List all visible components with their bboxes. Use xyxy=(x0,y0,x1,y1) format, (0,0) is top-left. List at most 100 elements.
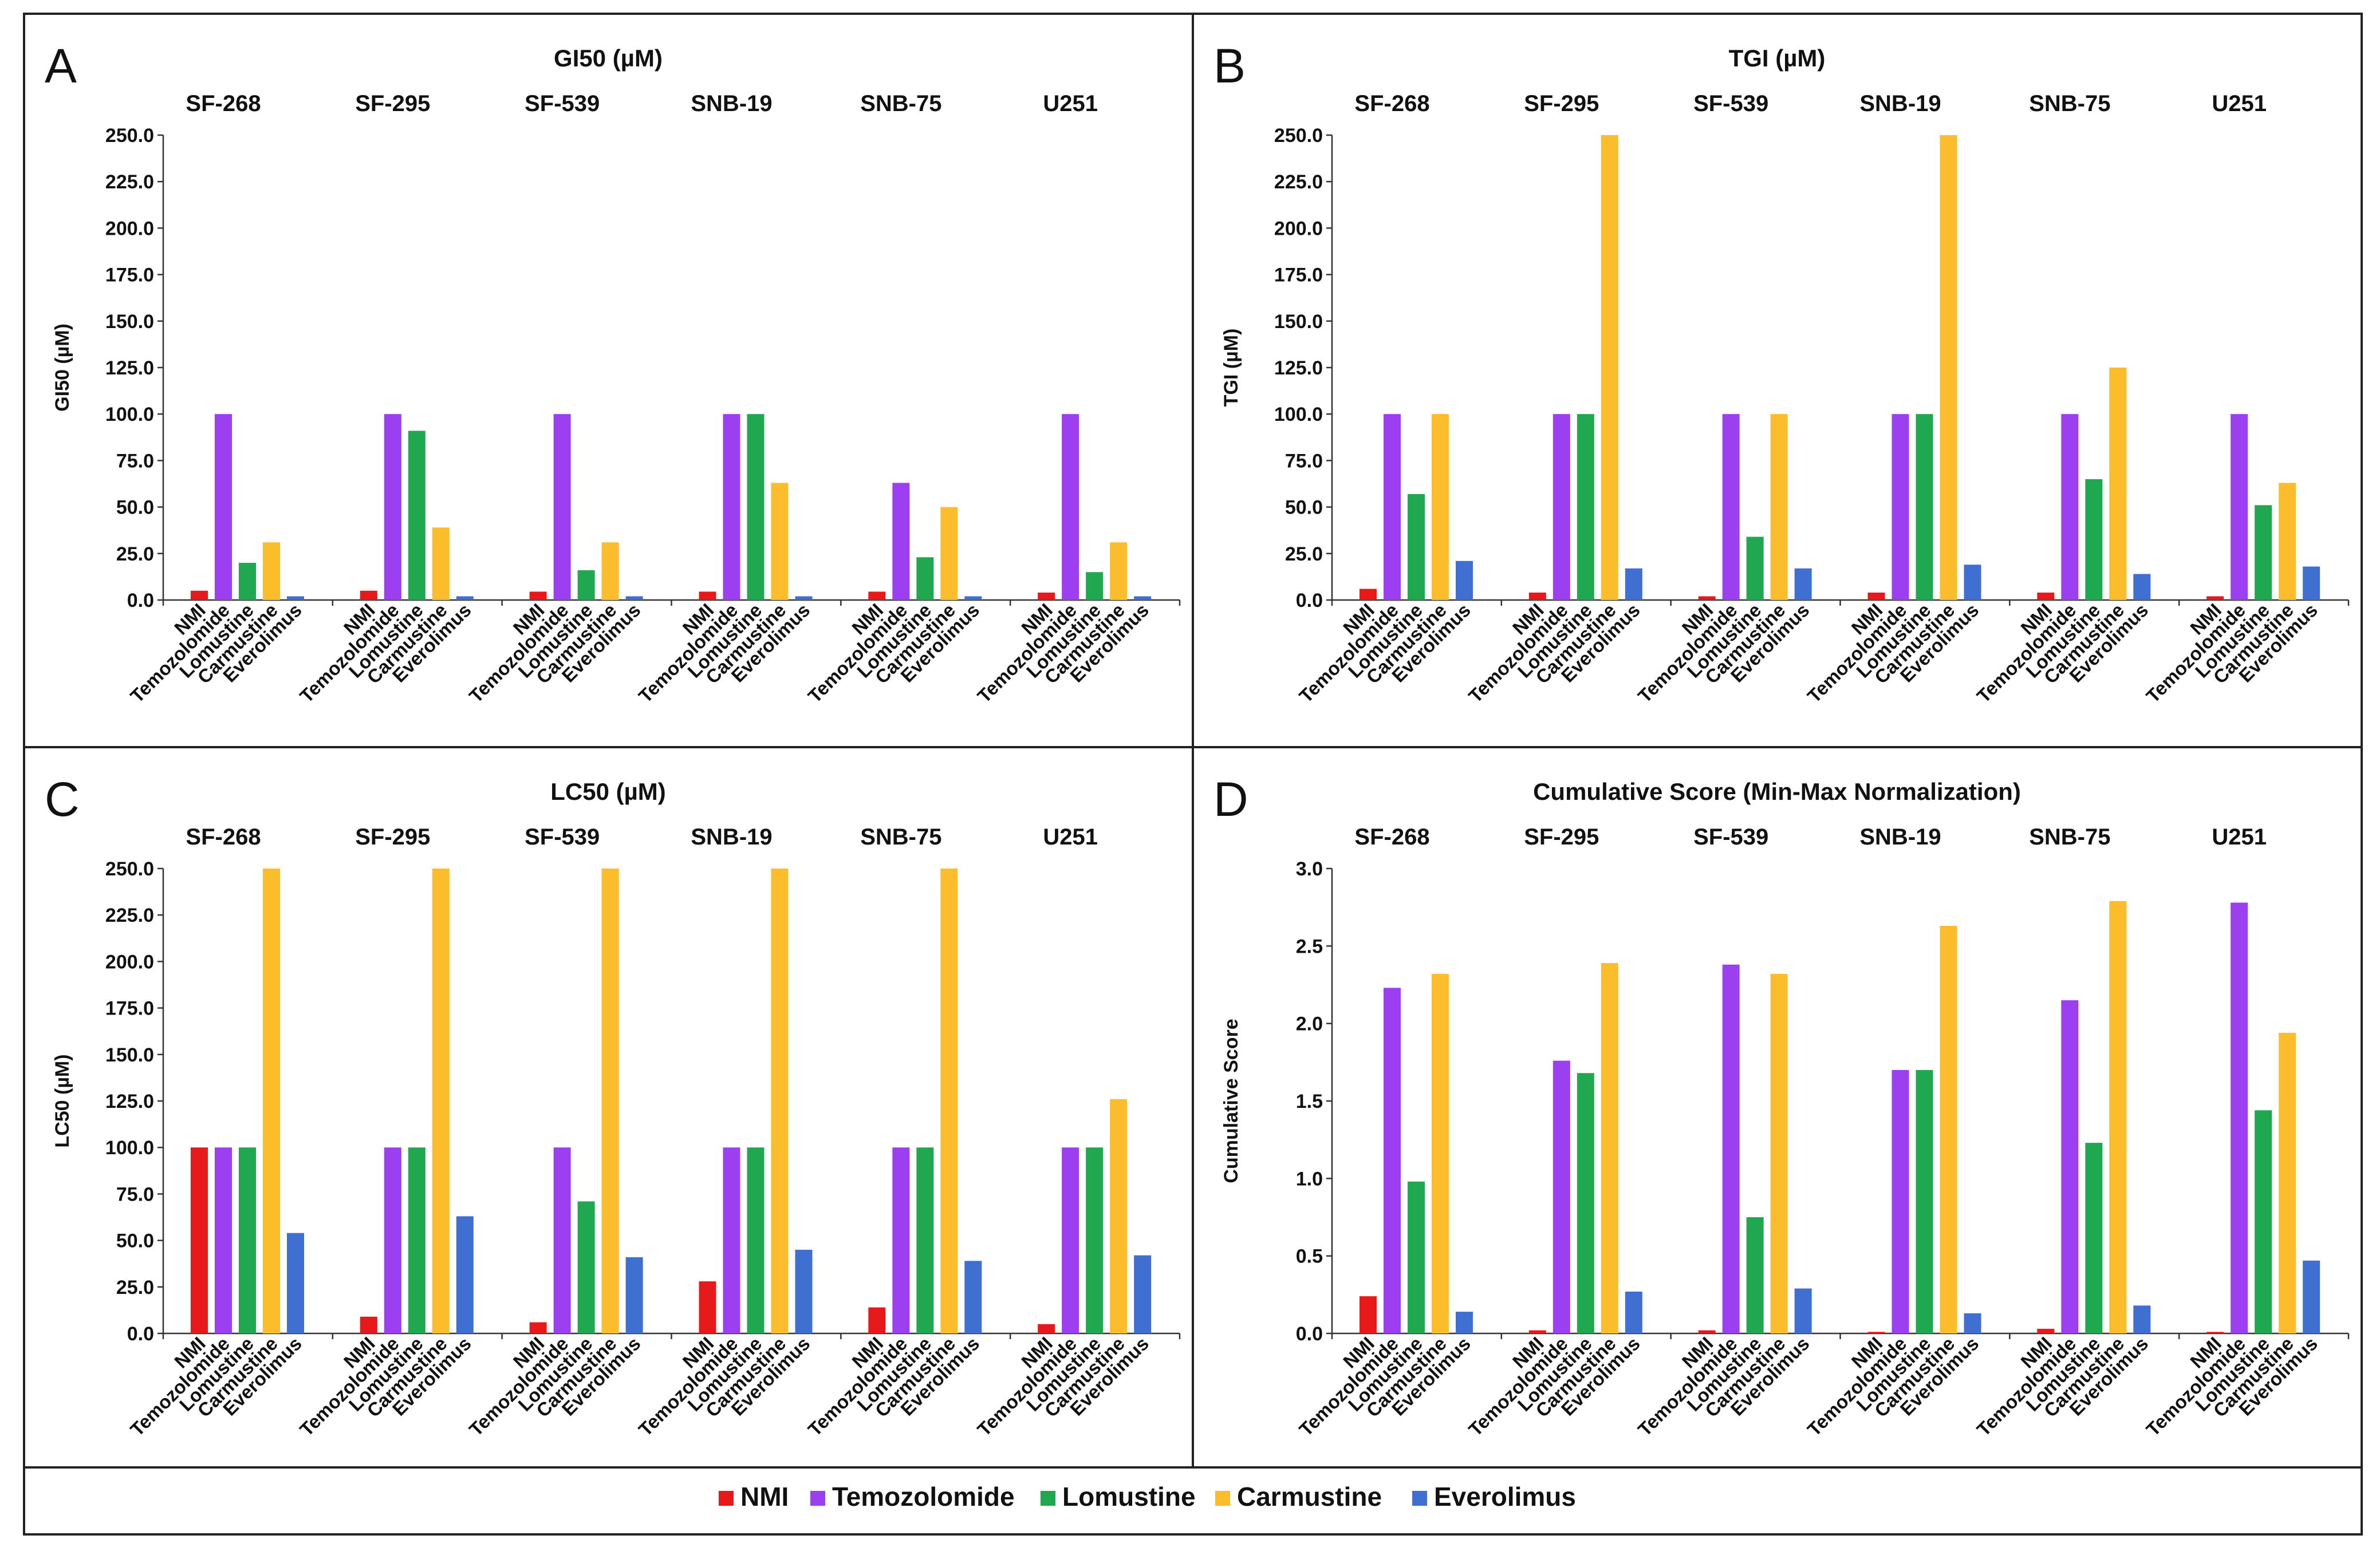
panel-title: Cumulative Score (Min-Max Normalization) xyxy=(1533,778,2021,805)
legend-swatch xyxy=(1041,1491,1055,1506)
cell-line-label: SNB-75 xyxy=(2029,91,2110,116)
bar-everolimus xyxy=(456,1216,474,1333)
y-tick-label: 2.5 xyxy=(1296,936,1323,957)
y-tick-label: 75.0 xyxy=(1285,450,1323,472)
legend-label: Temozolomide xyxy=(832,1482,1015,1511)
y-tick-label: 25.0 xyxy=(1285,543,1323,565)
cell-line-label: SF-539 xyxy=(525,824,600,850)
bar-temozolomide xyxy=(1892,1069,1909,1333)
bar-carmustine xyxy=(263,869,280,1333)
bar-nmi xyxy=(1038,1324,1055,1333)
cell-line-label: SF-268 xyxy=(186,91,261,116)
y-tick-label: 225.0 xyxy=(105,905,154,926)
bar-everolimus xyxy=(2303,566,2320,600)
y-tick-label: 150.0 xyxy=(105,1044,154,1066)
bar-nmi xyxy=(1698,596,1716,600)
legend: NMI Temozolomide Lomustine Carmustine Everol… xyxy=(719,1482,1576,1511)
bar-carmustine xyxy=(263,542,280,600)
legend-label: Lomustine xyxy=(1062,1482,1196,1511)
bar-nmi xyxy=(1528,1330,1546,1333)
bar-temozolomide xyxy=(723,1147,740,1333)
bar-lomustine xyxy=(2085,1143,2103,1333)
bar-carmustine xyxy=(940,507,958,600)
cell-line-label: SF-295 xyxy=(355,91,430,116)
cell-line-label: U251 xyxy=(2212,91,2267,116)
y-tick-label: 125.0 xyxy=(105,1091,154,1112)
y-tick-label: 0.5 xyxy=(1296,1246,1323,1268)
legend-item-lomustine: Lomustine xyxy=(1041,1482,1196,1511)
bar-lomustine xyxy=(1746,536,1764,600)
bar-everolimus xyxy=(1964,565,1981,600)
bar-nmi xyxy=(1038,593,1055,600)
bar-lomustine xyxy=(1577,414,1594,600)
y-tick-label: 175.0 xyxy=(105,998,154,1020)
legend-swatch xyxy=(1412,1491,1427,1506)
bar-carmustine xyxy=(771,483,789,600)
cell-line-label: SF-268 xyxy=(186,824,261,850)
y-axis-label: TGI (µM) xyxy=(1220,329,1242,407)
bar-temozolomide xyxy=(384,414,401,600)
bar-nmi xyxy=(529,1322,547,1333)
legend-label: Carmustine xyxy=(1237,1482,1382,1511)
bar-temozolomide xyxy=(215,1147,232,1333)
bar-everolimus xyxy=(1794,1288,1812,1333)
bar-nmi xyxy=(2206,1332,2224,1333)
bar-carmustine xyxy=(1940,926,1957,1333)
cell-line-label: U251 xyxy=(2212,824,2267,850)
y-axis-label: Cumulative Score xyxy=(1220,1019,1242,1183)
panel-title: GI50 (µM) xyxy=(554,45,663,72)
panel-d: D Cumulative Score (Min-Max Normalization… xyxy=(1213,772,2350,1440)
bar-temozolomide xyxy=(2061,1000,2079,1333)
y-tick-label: 1.5 xyxy=(1296,1091,1323,1112)
bar-lomustine xyxy=(916,1147,934,1333)
cell-line-label: SF-295 xyxy=(1524,91,1599,116)
bar-lomustine xyxy=(408,1147,425,1333)
bar-carmustine xyxy=(1601,135,1618,600)
y-axis-label: LC50 (µM) xyxy=(52,1054,73,1147)
bar-carmustine xyxy=(1770,974,1788,1333)
bar-nmi xyxy=(1867,593,1885,600)
y-tick-label: 1.0 xyxy=(1296,1168,1323,1190)
y-tick-label: 250.0 xyxy=(105,858,154,880)
legend-swatch xyxy=(719,1491,734,1506)
bar-lomustine xyxy=(577,570,595,600)
bar-everolimus xyxy=(287,1233,304,1333)
panel-letter: B xyxy=(1213,39,1246,93)
y-tick-label: 2.0 xyxy=(1296,1013,1323,1035)
bar-temozolomide xyxy=(1552,414,1570,600)
bar-lomustine xyxy=(1086,1147,1104,1333)
bar-nmi xyxy=(2037,593,2055,600)
bar-lomustine xyxy=(408,431,425,600)
cell-line-label: SF-539 xyxy=(525,91,600,116)
panel-letter: C xyxy=(45,772,80,826)
bar-carmustine xyxy=(2109,901,2127,1333)
bar-everolimus xyxy=(2303,1260,2320,1333)
cell-line-label: U251 xyxy=(1043,824,1098,850)
y-tick-label: 50.0 xyxy=(1285,497,1323,519)
cell-line-label: U251 xyxy=(1043,91,1098,116)
bar-everolimus xyxy=(1134,1255,1152,1333)
y-tick-label: 100.0 xyxy=(105,1137,154,1159)
bar-nmi xyxy=(1360,1296,1377,1333)
y-tick-label: 150.0 xyxy=(1274,311,1323,333)
bar-nmi xyxy=(868,1307,886,1333)
bar-everolimus xyxy=(625,596,643,600)
bar-carmustine xyxy=(1601,963,1618,1333)
bar-carmustine xyxy=(2279,1032,2296,1333)
bar-lomustine xyxy=(239,1147,256,1333)
cell-line-label: SF-268 xyxy=(1354,824,1429,850)
bar-carmustine xyxy=(432,527,450,600)
bar-nmi xyxy=(360,1316,377,1333)
bar-nmi xyxy=(699,1281,716,1333)
cell-line-label: SNB-75 xyxy=(2029,824,2110,850)
bar-lomustine xyxy=(1746,1217,1764,1333)
bar-temozolomide xyxy=(1062,1147,1079,1333)
y-tick-label: 50.0 xyxy=(116,1230,154,1252)
bar-temozolomide xyxy=(384,1147,401,1333)
bar-temozolomide xyxy=(723,414,740,600)
y-tick-label: 125.0 xyxy=(105,357,154,379)
bar-everolimus xyxy=(1625,1291,1642,1333)
bar-everolimus xyxy=(795,596,813,600)
bar-everolimus xyxy=(1134,596,1152,600)
